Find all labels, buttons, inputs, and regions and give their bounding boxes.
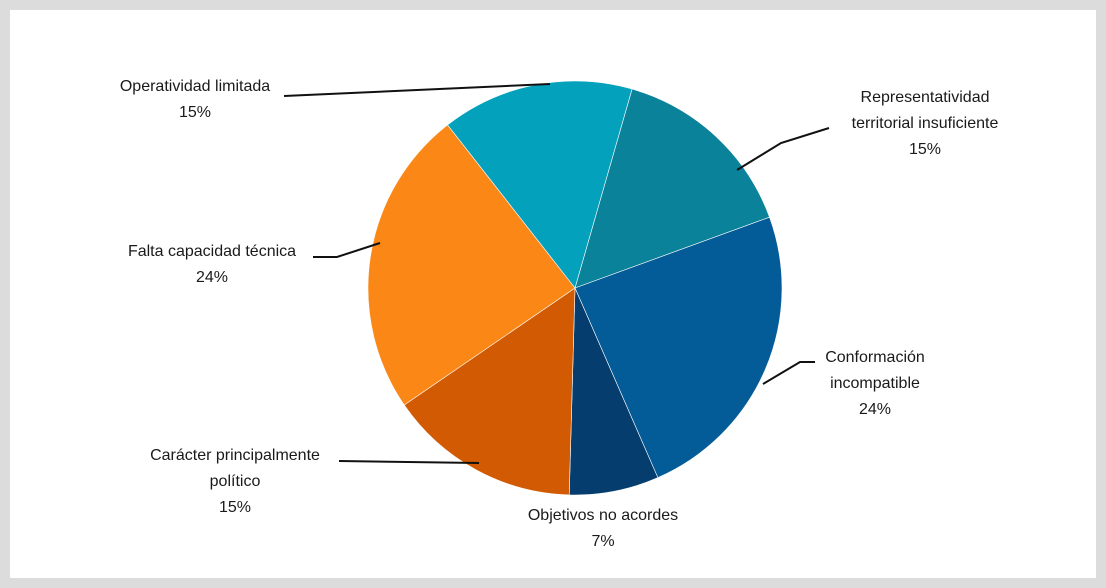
slice-label-caracter: Carácter principalmente político 15%: [150, 447, 320, 516]
slice-name-line: Objetivos no acordes: [528, 507, 678, 524]
pie-labels: Representatividad territorial insuficient…: [120, 78, 999, 550]
slice-label-operatividad: Operatividad limitada 15%: [120, 78, 270, 121]
slice-name-line: incompatible: [830, 375, 920, 392]
leader-line-operatividad: [283, 83, 551, 97]
slice-label-representatividad: Representatividad territorial insuficient…: [852, 89, 999, 158]
slice-value-label: 15%: [179, 104, 211, 121]
slice-label-conformacion: Conformación incompatible 24%: [825, 349, 925, 418]
pie-slices: [367, 80, 783, 496]
pie-slice-conformacion: [574, 216, 783, 479]
pie-slice-representatividad: [574, 88, 770, 289]
slice-value-label: 24%: [196, 269, 228, 286]
slice-name-line: territorial insuficiente: [852, 115, 999, 132]
pie-slice-caracter: [403, 287, 576, 496]
slice-value-label: 7%: [591, 533, 614, 550]
slice-name-line: Carácter principalmente: [150, 447, 320, 464]
slice-name-line: Conformación: [825, 349, 925, 366]
slice-value-label: 15%: [219, 499, 251, 516]
leader-line-caracter: [338, 460, 480, 464]
slice-name-line: Falta capacidad técnica: [128, 243, 296, 260]
leader-line-representatividad: [736, 127, 830, 171]
pie-slice-falta: [367, 124, 576, 406]
slice-value-label: 24%: [859, 401, 891, 418]
leader-line-falta: [313, 242, 381, 258]
slice-label-falta: Falta capacidad técnica 24%: [128, 243, 296, 286]
slice-value-label: 15%: [909, 141, 941, 158]
slice-name-line: Operatividad limitada: [120, 78, 270, 95]
slice-name-line: político: [210, 473, 261, 490]
slice-name-line: Representatividad: [861, 89, 990, 106]
slice-label-objetivos: Objetivos no acordes 7%: [528, 507, 678, 550]
leader-line-conformacion: [762, 361, 815, 385]
